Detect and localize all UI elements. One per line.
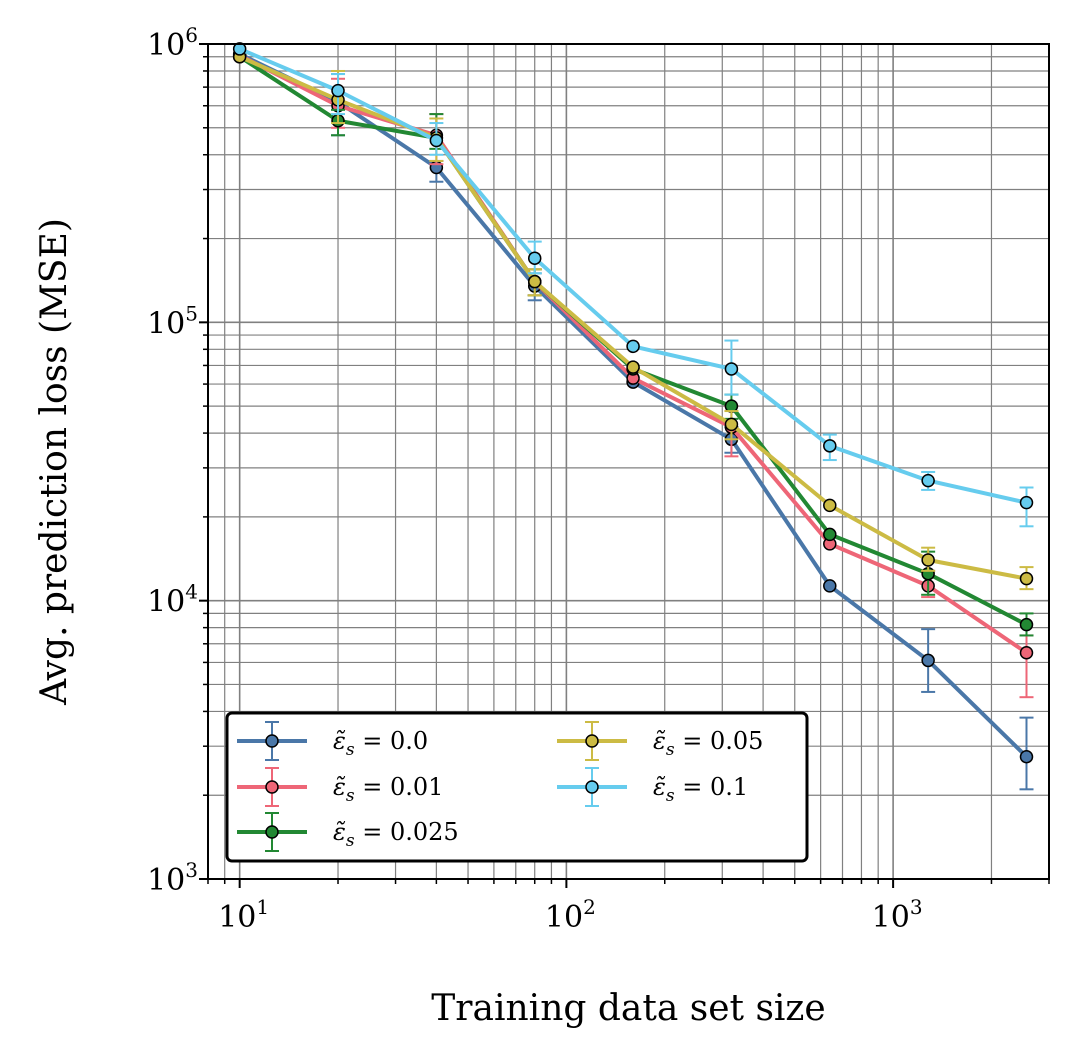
data-point — [724, 417, 739, 432]
x-tick-label: 101 — [218, 895, 269, 935]
legend-marker — [265, 825, 279, 839]
y-tick-label: 104 — [147, 580, 198, 620]
legend-entry: ε̃s = 0.025 — [237, 812, 459, 852]
legend: ε̃s = 0.0 ε̃s = 0.01 ε̃s = 0.025 ε̃s = 0.05… — [225, 711, 809, 863]
data-point — [921, 473, 935, 488]
y-tick-label: 105 — [147, 301, 198, 341]
legend-label: ε̃s = 0.05 — [653, 727, 763, 760]
legend-marker — [265, 780, 279, 794]
data-point — [527, 251, 542, 265]
legend-entry: ε̃s = 0.0 — [237, 721, 428, 761]
y-axis-label: Avg. prediction loss (MSE) — [34, 218, 75, 706]
y-tick-label: 106 — [147, 23, 198, 63]
data-point — [331, 83, 345, 98]
series-4 — [232, 42, 1034, 528]
legend-label: ε̃s = 0.0 — [333, 727, 428, 760]
data-point — [823, 498, 837, 513]
legend-marker — [585, 734, 599, 748]
data-point — [823, 527, 837, 542]
data-point — [1019, 571, 1034, 586]
legend-label: ε̃s = 0.1 — [653, 773, 748, 806]
series-layer — [232, 42, 1034, 791]
data-point — [1019, 749, 1034, 764]
x-tick-label: 103 — [872, 895, 923, 935]
legend-label: ε̃s = 0.025 — [333, 818, 459, 851]
legend-entry: ε̃s = 0.01 — [237, 767, 443, 807]
data-point — [921, 553, 935, 567]
y-tick-label: 103 — [147, 858, 198, 898]
legend-marker — [265, 734, 279, 748]
data-point — [1019, 617, 1034, 632]
x-tick-label: 102 — [545, 895, 596, 935]
legend-label: ε̃s = 0.01 — [333, 773, 443, 806]
legend-box — [225, 711, 809, 863]
data-point — [1019, 495, 1034, 510]
data-point — [527, 274, 542, 289]
legend-entry: ε̃s = 0.1 — [557, 767, 748, 807]
data-point — [1019, 645, 1034, 660]
data-point — [429, 133, 444, 148]
axis-ticks: 101 102 103 103 104 105 106 — [147, 23, 1050, 935]
data-point — [921, 653, 935, 668]
x-axis-label: Training data set size — [431, 988, 825, 1029]
legend-marker — [585, 780, 599, 794]
data-point — [232, 42, 247, 56]
data-point — [823, 439, 837, 453]
data-point — [626, 339, 640, 354]
data-point — [626, 360, 640, 374]
data-point — [724, 362, 739, 376]
plot-frame — [207, 43, 1050, 880]
data-point — [823, 579, 837, 593]
legend-entry: ε̃s = 0.05 — [557, 721, 763, 761]
